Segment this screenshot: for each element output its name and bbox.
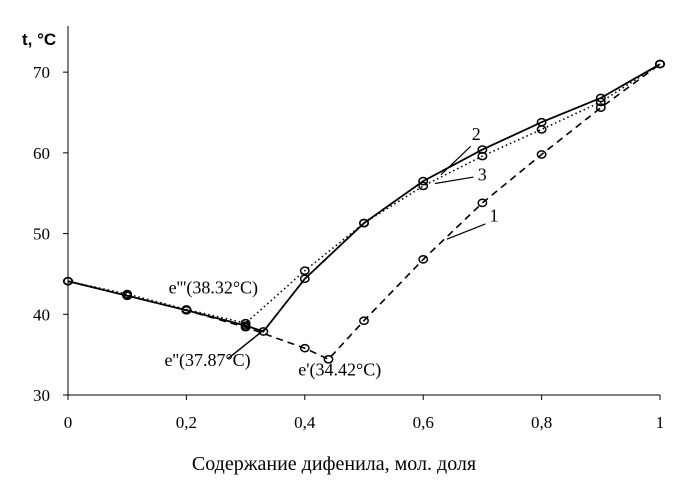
- data-point-series-2: [240, 321, 251, 330]
- data-point-series-1: [477, 198, 488, 208]
- leader-line-curve-3: [434, 176, 474, 185]
- data-point-series-1: [595, 103, 606, 113]
- x-tick-label: 0,4: [294, 413, 316, 432]
- data-point-series-3: [359, 218, 369, 228]
- data-point-series-3: [63, 276, 73, 286]
- y-tick-label: 70: [33, 63, 50, 82]
- data-point-series-3: [299, 266, 310, 276]
- x-tick-label: 0,2: [176, 413, 197, 432]
- data-point-series-3: [655, 59, 665, 69]
- data-point-series-1: [299, 343, 310, 353]
- x-tick-label: 1: [656, 413, 665, 432]
- data-point-series-2: [418, 176, 429, 186]
- data-point-series-1: [418, 255, 429, 264]
- series-line-1: [67, 63, 661, 361]
- data-point-series-3: [418, 181, 429, 191]
- y-axis-title: t, °C: [22, 30, 56, 49]
- curve-label-2: 2: [472, 124, 481, 144]
- data-point-series-1: [536, 150, 547, 159]
- x-axis-title: Содержание дифенила, мол. доля: [192, 453, 476, 475]
- data-point-series-1: [323, 354, 334, 364]
- data-point-series-2: [595, 93, 606, 103]
- data-point-series-3: [122, 289, 133, 299]
- leader-line-curve-1: [446, 223, 486, 240]
- data-point-series-1: [359, 316, 369, 326]
- data-point-series-3: [536, 125, 547, 134]
- curve-labels: 2 3 1 e'''(38.32°C) e''(37.87°C) e'(34.42°C): [164, 124, 498, 381]
- curve-label-3: 3: [478, 164, 487, 184]
- series-lines: [67, 63, 661, 361]
- x-tick-label: 0,6: [413, 413, 434, 432]
- y-tick-label: 30: [33, 386, 50, 405]
- x-tick-label: 0: [64, 413, 73, 432]
- data-point-series-3: [240, 318, 251, 328]
- data-markers: [63, 59, 665, 364]
- series-line-3: [67, 63, 661, 325]
- eutectic-annotation: e'''(38.32°C): [169, 277, 258, 298]
- axes: 0 0,2 0,4 0,6 0,8 1 30 40 50 60 70: [33, 26, 664, 432]
- annotation-leader-line: [227, 327, 267, 360]
- y-tick-label: 50: [33, 225, 50, 244]
- series-line-2: [67, 63, 661, 333]
- data-point-series-3: [181, 305, 192, 314]
- eutectic-annotation: e'(34.42°C): [298, 360, 381, 381]
- data-point-series-2: [258, 327, 269, 336]
- y-tick-label: 60: [33, 144, 50, 163]
- x-tick-label: 0,8: [531, 413, 552, 432]
- data-point-series-2: [299, 274, 310, 284]
- y-tick-label: 40: [33, 305, 50, 324]
- data-point-series-3: [595, 97, 606, 107]
- curve-label-1: 1: [490, 205, 499, 225]
- eutectic-annotation: e''(37.87°C): [164, 350, 250, 371]
- leader-line-curve-2: [440, 145, 471, 176]
- data-point-series-3: [477, 151, 488, 161]
